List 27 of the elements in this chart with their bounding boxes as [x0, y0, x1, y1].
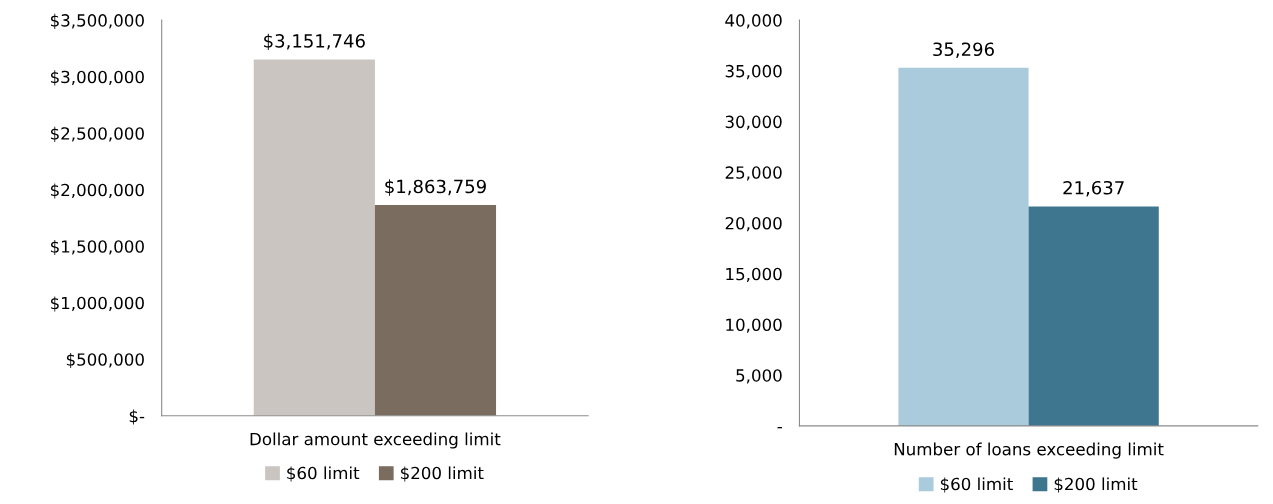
y-tick-label: 5,000	[736, 369, 782, 384]
legend-label: $60 limit	[287, 466, 360, 482]
legend-label: $200 limit	[400, 466, 484, 482]
y-tick-label: 25,000	[725, 166, 782, 181]
y-tick-label: 35,000	[725, 64, 782, 80]
y-tick-label: 40,000	[725, 14, 782, 29]
y-tick-label: 15,000	[726, 267, 782, 282]
y-tick-label: $1,500,000	[50, 239, 144, 256]
data-label: 35,296	[933, 42, 994, 58]
y-tick-label: 30,000	[725, 115, 782, 130]
data-label: $3,151,746	[264, 33, 365, 51]
legend-label: $60 limit	[940, 477, 1013, 493]
y-tick-label: $3,500,000	[50, 13, 144, 29]
y-tick-label: $1,000,000	[50, 296, 144, 312]
y-tick-label: 20,000	[725, 216, 782, 232]
data-label: $1,863,759	[385, 179, 486, 196]
legend-label: $200 limit	[1054, 477, 1138, 493]
y-tick-label: 10,000	[726, 318, 782, 333]
y-tick-label: -	[777, 426, 782, 429]
data-label: 21,637	[1063, 180, 1124, 197]
y-tick-label: $2,000,000	[50, 183, 144, 199]
y-tick-label: $500,000	[66, 352, 144, 369]
y-tick-label: $-	[129, 409, 145, 425]
y-tick-label: $3,000,000	[50, 70, 144, 86]
y-tick-label: $2,500,000	[50, 126, 144, 142]
x-tick-label: Dollar amount exceeding limit	[250, 432, 501, 449]
x-tick-label: Number of loans exceeding limit	[894, 442, 1164, 459]
